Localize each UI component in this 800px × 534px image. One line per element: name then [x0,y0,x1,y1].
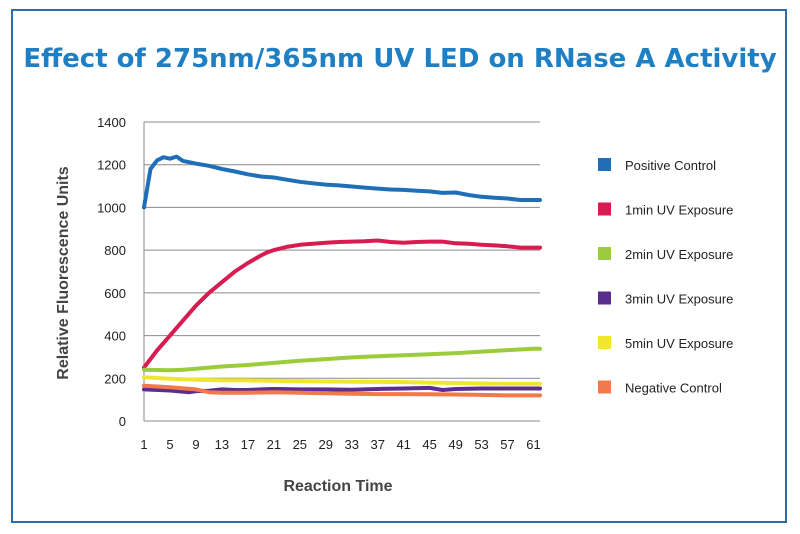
legend-label: Negative Control [625,381,722,396]
legend-label: 3min UV Exposure [625,292,733,307]
series-line [142,375,542,386]
y-tick-label: 200 [104,371,126,386]
series-line [142,238,542,370]
x-tick-label: 41 [396,437,410,452]
legend-swatch [598,158,611,171]
y-tick-label: 800 [104,243,126,258]
x-tick-label: 13 [215,437,229,452]
x-axis-title: Reaction Time [283,478,392,495]
x-tick-label: 17 [241,437,255,452]
legend-label: 2min UV Exposure [625,247,733,262]
x-tick-label: 25 [293,437,307,452]
chart-frame [11,9,787,523]
y-tick-label: 600 [104,286,126,301]
legend-swatch [598,336,611,349]
x-tick-label: 57 [500,437,514,452]
legend-label: 1min UV Exposure [625,203,733,218]
series-line [142,383,542,398]
y-axis-title: Relative Fluorescence Units [55,166,72,380]
x-tick-label: 53 [474,437,488,452]
legend-swatch [598,291,611,305]
y-tick-label: 1400 [97,115,126,130]
x-tick-label: 61 [526,437,540,452]
series-line [142,154,542,210]
x-tick-label: 29 [319,437,333,452]
x-tick-label: 21 [267,437,281,452]
legend-swatch [598,380,611,394]
x-tick-label: 49 [448,437,462,452]
data-series [142,154,542,398]
legend-label: Positive Control [625,158,716,173]
y-tick-label: 0 [119,414,126,429]
chart-title: Effect of 275nm/365nm UV LED on RNase A … [23,44,777,74]
x-tick-label: 1 [140,437,147,452]
x-tick-label: 37 [370,437,384,452]
legend-swatch [598,247,611,260]
legend: Positive Control 1min UV Exposure 2min UV … [598,158,733,396]
y-tick-label: 1200 [97,158,126,173]
series-line [142,346,542,373]
y-tick-label: 1000 [97,200,126,215]
y-tick-label: 400 [104,329,126,344]
x-tick-label: 5 [166,437,173,452]
axes: 0 200 400 600 800 1000 1200 1400 1 5 9 13 17 21 25 29 33… [97,115,541,452]
legend-swatch [598,202,611,216]
x-tick-label: 9 [192,437,199,452]
x-tick-label: 33 [345,437,359,452]
x-tick-label: 45 [422,437,436,452]
legend-label: 5min UV Exposure [625,336,733,351]
